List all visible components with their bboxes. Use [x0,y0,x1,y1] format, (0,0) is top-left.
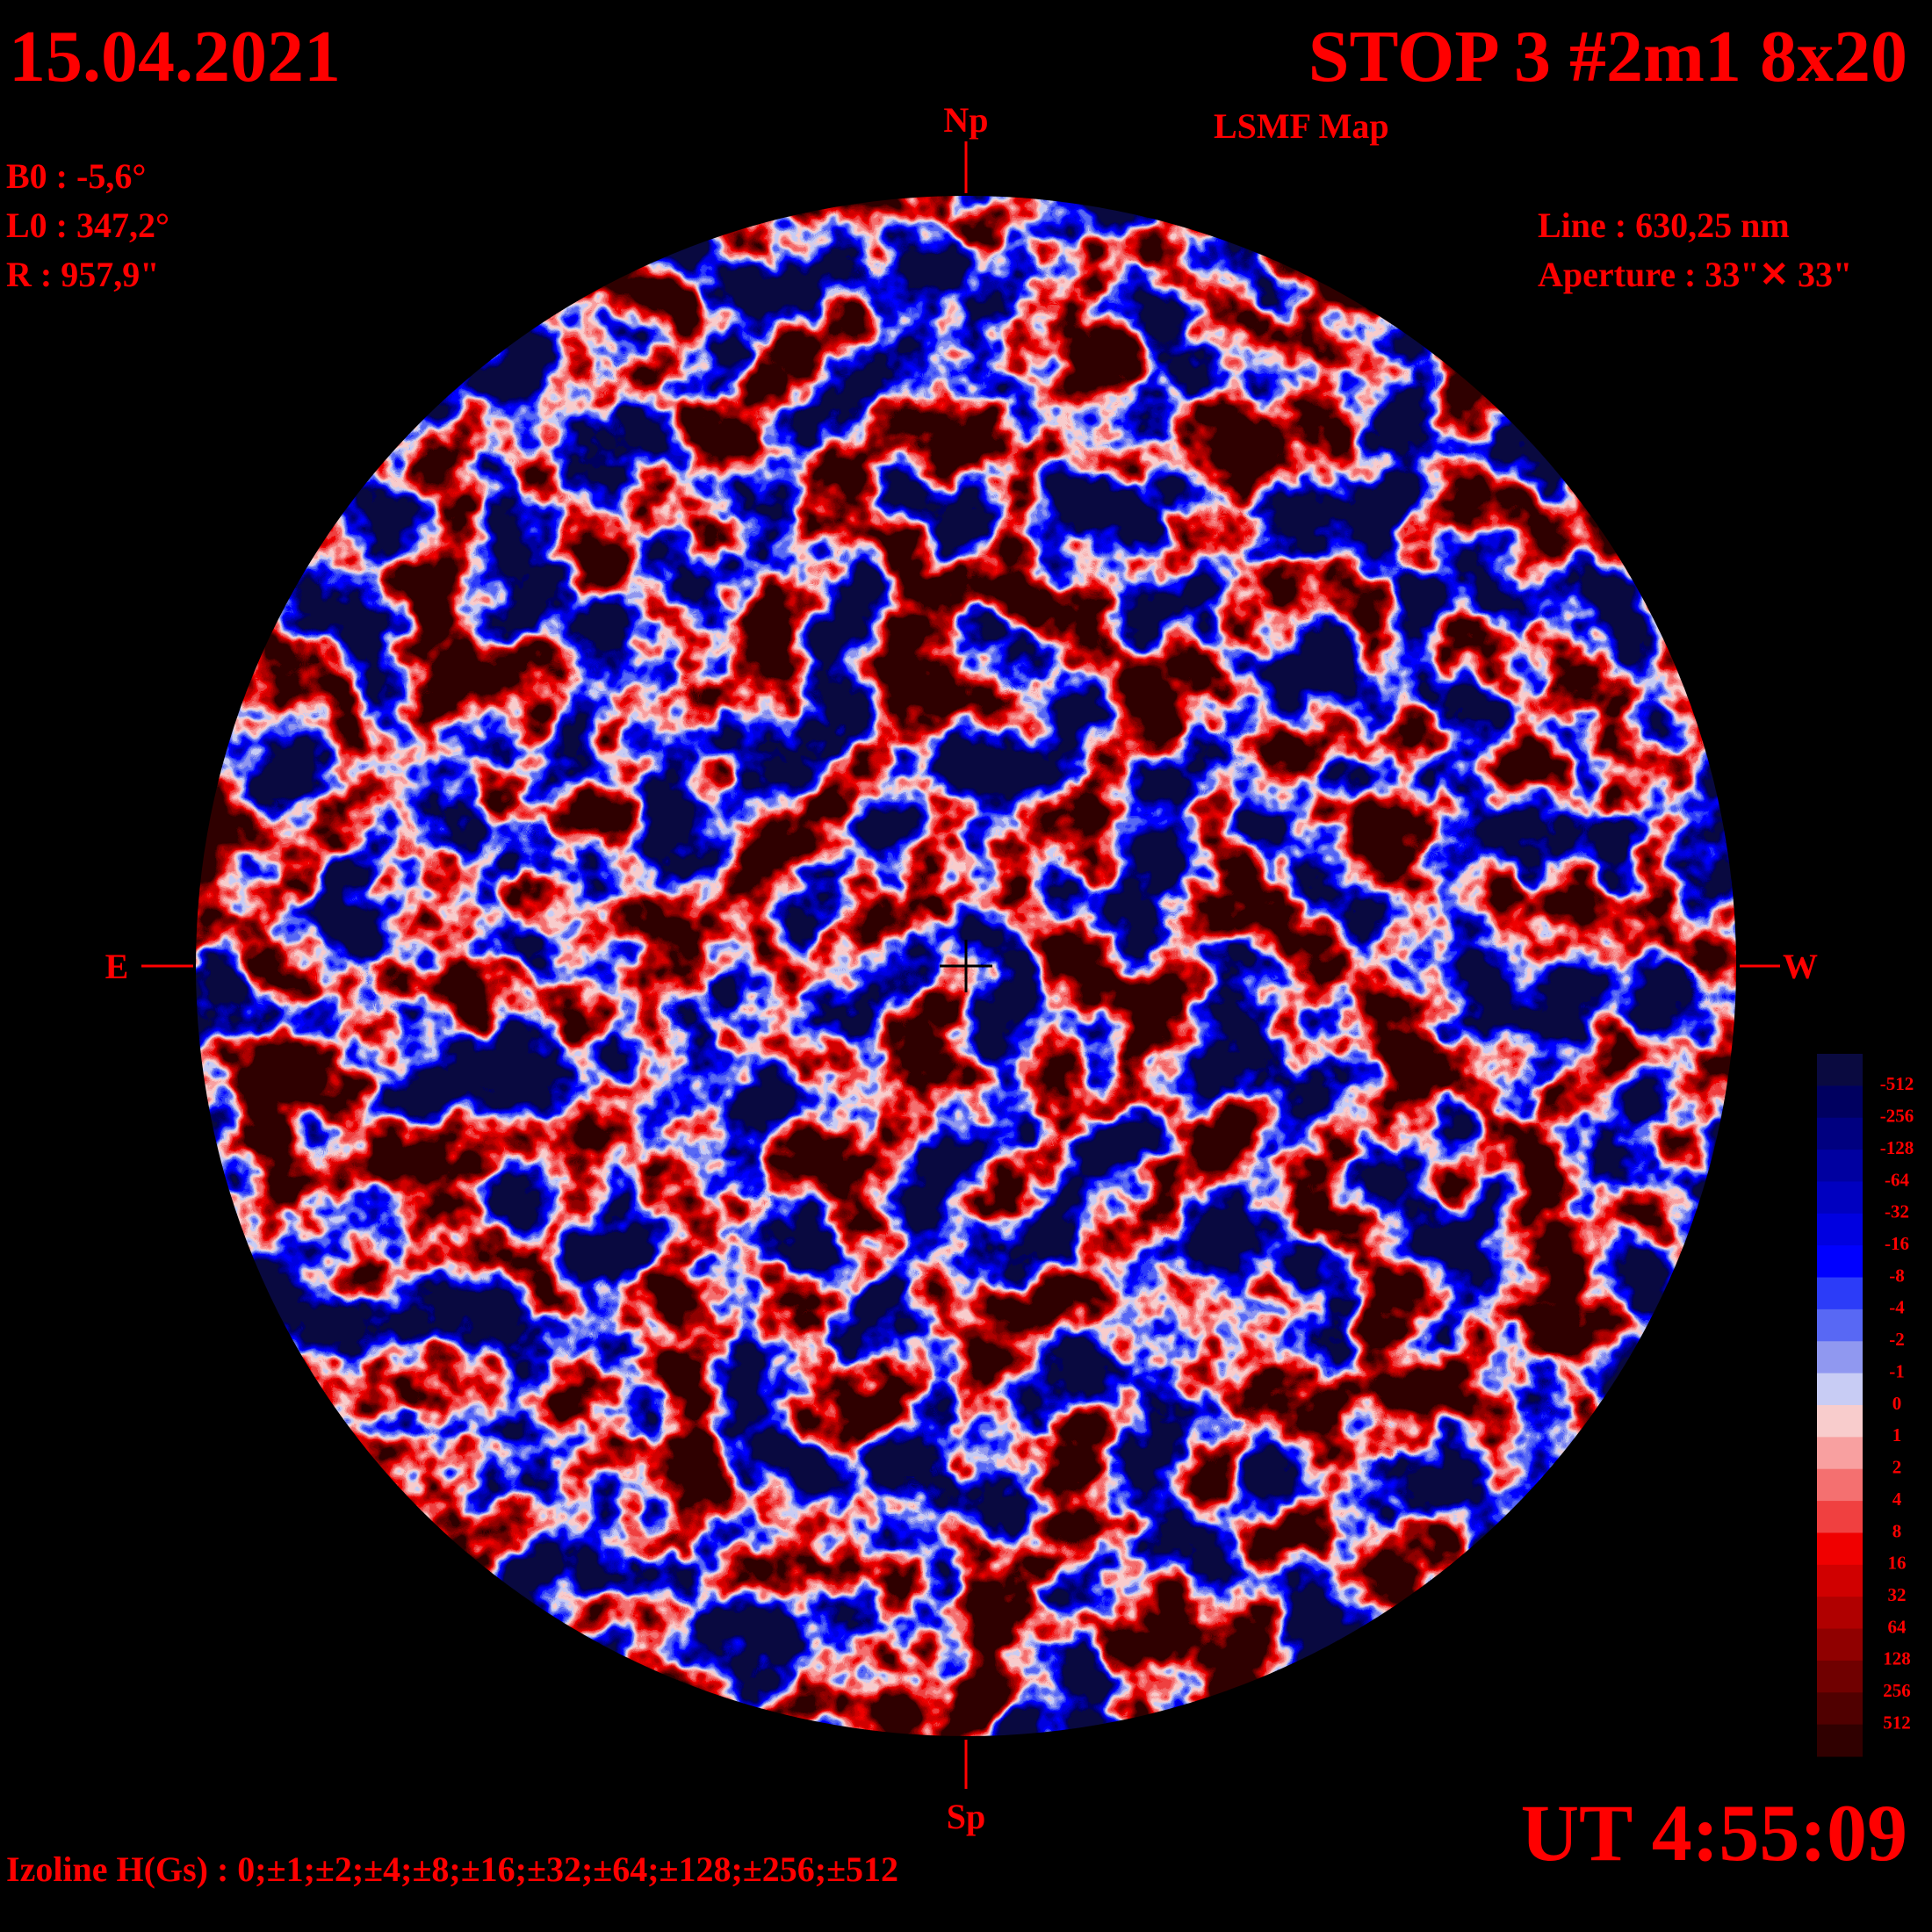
colorbar-label: 1 [1892,1424,1902,1445]
colorbar-label: -4 [1889,1297,1905,1318]
colorbar-label: 0 [1892,1393,1902,1414]
colorbar-band [1817,1181,1863,1215]
colorbar-band [1817,1308,1863,1342]
param: B0 : -5,6° [6,156,146,196]
colorbar-label: -16 [1885,1233,1909,1254]
colorbar-label: -128 [1880,1137,1914,1158]
colorbar-label: -512 [1880,1073,1914,1094]
colorbar-label: -64 [1885,1169,1909,1190]
subtitle: LSMF Map [1214,106,1389,146]
colorbar-band [1817,1277,1863,1310]
colorbar-label: -1 [1889,1360,1905,1381]
colorbar-band [1817,1597,1863,1630]
colorbar-band [1817,1660,1863,1693]
colorbar-band [1817,1213,1863,1246]
colorbar-band [1817,1564,1863,1597]
colorbar-band [1817,1532,1863,1566]
colorbar-band [1817,1405,1863,1438]
colorbar-label: -8 [1889,1265,1905,1286]
colorbar-label: 64 [1888,1616,1907,1637]
colorbar-band [1817,1373,1863,1406]
colorbar-label: 128 [1883,1648,1911,1669]
colorbar-band [1817,1341,1863,1374]
colorbar-label: 4 [1892,1489,1902,1510]
colorbar-band [1817,1117,1863,1150]
colorbar-label: 8 [1892,1520,1902,1541]
footer: Izoline H(Gs) : 0;±1;±2;±4;±8;±16;±32;±6… [6,1849,898,1889]
colorbar-band [1817,1085,1863,1119]
colorbar-label: 16 [1888,1553,1907,1574]
colorbar-band [1817,1150,1863,1182]
south-label: Sp [947,1797,986,1836]
title: STOP 3 #2m1 8x20 [1308,16,1907,97]
west-label: W [1783,947,1818,986]
colorbar-label: -2 [1889,1329,1905,1350]
param: R : 957,9" [6,255,159,294]
colorbar-band [1817,1054,1863,1086]
colorbar-label: 2 [1892,1457,1902,1478]
colorbar-label: 512 [1883,1712,1911,1733]
colorbar-band [1817,1501,1863,1533]
colorbar: -512 -256 -128 -64 -32 -16 -8 -4 -2 -1 0 1 2 4 8 16 32 64… [1817,1054,1914,1757]
east-label: E [105,947,129,986]
north-label: Np [943,100,988,140]
colorbar-band [1817,1245,1863,1279]
param: Line : 630,25 nm [1538,205,1790,245]
param: L0 : 347,2° [6,205,169,245]
date: 15.04.2021 [9,16,341,97]
colorbar-band [1817,1724,1863,1757]
colorbar-band [1817,1628,1863,1662]
colorbar-label: 256 [1883,1680,1911,1701]
time: UT 4:55:09 [1521,1788,1907,1878]
colorbar-label: 32 [1888,1584,1907,1605]
colorbar-band [1817,1437,1863,1470]
colorbar-label: -256 [1880,1106,1914,1127]
colorbar-label: -32 [1885,1201,1909,1222]
param: Aperture : 33"✕ 33" [1538,255,1852,294]
colorbar-band [1817,1692,1863,1726]
colorbar-band [1817,1468,1863,1502]
